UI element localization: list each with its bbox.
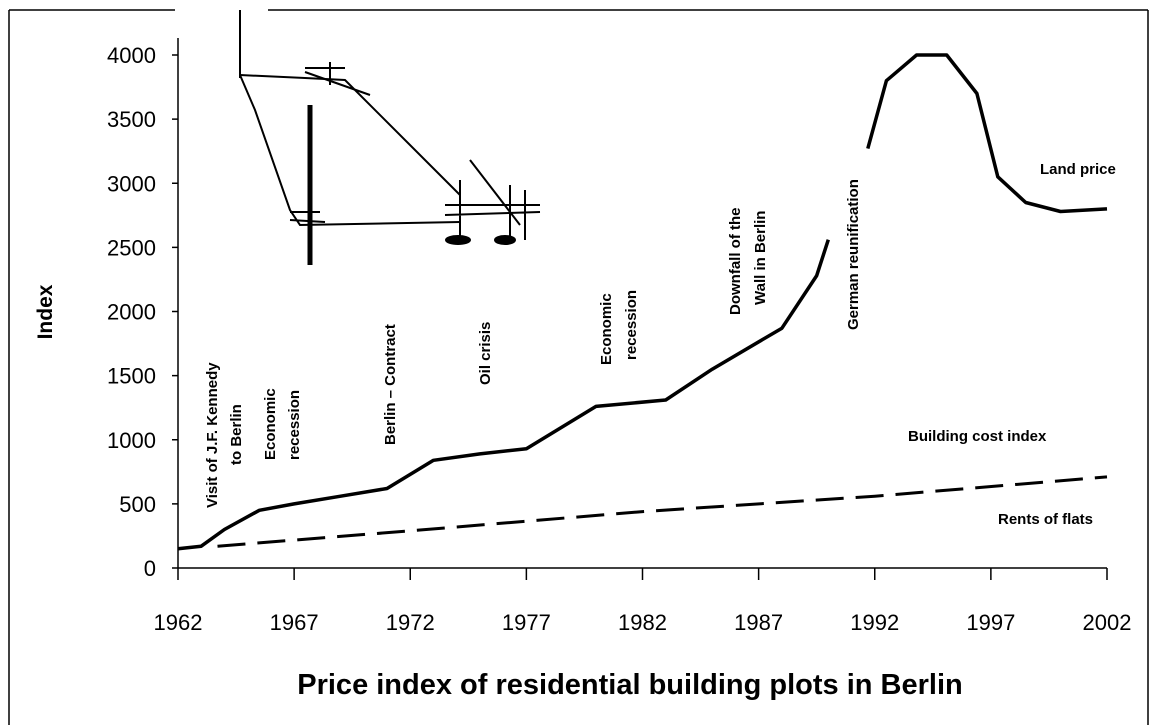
annotation: Wall in Berlin (752, 211, 769, 305)
x-tick-label: 1962 (154, 610, 203, 635)
annotation: recession (286, 390, 303, 460)
annotation: Economic (598, 293, 615, 365)
annotation: Downfall of the (727, 208, 744, 316)
y-tick-label: 2000 (107, 300, 156, 325)
y-tick-label: 1000 (107, 428, 156, 453)
chart-title: Price index of residential building plot… (297, 669, 963, 701)
x-tick-label: 1982 (618, 610, 667, 635)
x-tick-label: 1977 (502, 610, 551, 635)
annotation: recession (623, 290, 640, 360)
y-tick-label: 4000 (107, 43, 156, 68)
y-tick-label: 3000 (107, 171, 156, 196)
x-tick-label: 1992 (850, 610, 899, 635)
series-label: Rents of flats (998, 511, 1093, 528)
x-tick-label: 1972 (386, 610, 435, 635)
series-line (178, 55, 1107, 549)
annotation: Building cost index (908, 428, 1047, 445)
chart: Price index of residential building plot… (0, 0, 1152, 725)
y-tick-label: 1500 (107, 364, 156, 389)
y-tick-label: 0 (144, 556, 156, 581)
annotation: German reunification (845, 179, 862, 330)
annotation: Visit of J.F. Kennedy (204, 362, 221, 508)
x-tick-label: 1967 (270, 610, 319, 635)
y-tick-label: 3500 (107, 107, 156, 132)
series-line (218, 477, 1108, 546)
y-axis-label: Index (34, 284, 57, 339)
y-tick-label: 500 (119, 492, 156, 517)
annotation: Berlin – Contract (382, 324, 399, 445)
x-tick-label: 1987 (734, 610, 783, 635)
y-tick-label: 2500 (107, 235, 156, 260)
annotation: to Berlin (228, 404, 245, 465)
x-tick-label: 2002 (1083, 610, 1132, 635)
wall-sketch (240, 10, 540, 265)
series-label: Land price (1040, 161, 1116, 178)
annotation: Oil crisis (477, 322, 494, 385)
annotation: Economic (262, 388, 279, 460)
x-tick-label: 1997 (966, 610, 1015, 635)
